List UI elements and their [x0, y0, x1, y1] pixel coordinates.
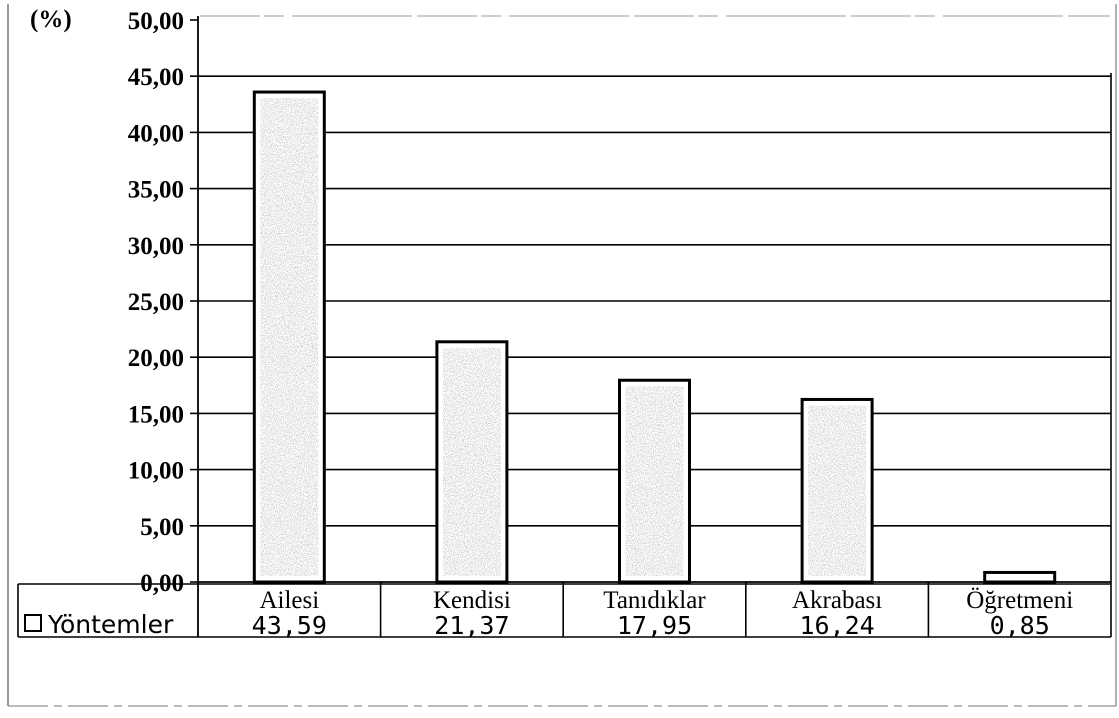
- y-tick-label: 45,00: [128, 64, 184, 91]
- category-label: Ailesi: [259, 587, 319, 614]
- unit-label: (%): [30, 6, 72, 33]
- y-tick-label: 5,00: [140, 514, 184, 541]
- bars: [252, 90, 1057, 584]
- y-tick-label: 50,00: [128, 8, 184, 35]
- y-tick-label: 10,00: [128, 458, 184, 485]
- legend-swatch: [24, 614, 42, 632]
- y-tick-label: 30,00: [128, 233, 184, 260]
- bar-texture: [442, 347, 501, 576]
- data-label: 16,24: [799, 611, 874, 640]
- y-tick-label: 25,00: [128, 289, 184, 316]
- bar-fill: [984, 572, 1055, 582]
- data-label: 17,95: [617, 611, 692, 640]
- data-label: 21,37: [434, 611, 509, 640]
- y-tick-label: 35,00: [128, 177, 184, 204]
- data-label: 43,59: [252, 611, 327, 640]
- y-tick-label: 15,00: [128, 401, 184, 428]
- category-label: Tanıdıklar: [603, 587, 706, 614]
- y-tick-label: 20,00: [128, 345, 184, 372]
- axes: 0,005,0010,0015,0020,0025,0030,0035,0040…: [128, 8, 1111, 637]
- category-label: Kendisi: [433, 587, 511, 614]
- y-tick-label: 40,00: [128, 120, 184, 147]
- bar-texture: [625, 386, 684, 576]
- bar-texture: [260, 98, 319, 576]
- data-label: 0,85: [990, 611, 1050, 640]
- category-label: Akrabası: [792, 587, 882, 614]
- category-label: Öğretmeni: [966, 587, 1073, 614]
- legend-label: Yöntemler: [47, 610, 174, 639]
- bar-texture: [808, 405, 867, 576]
- figure-frame: [7, 4, 1117, 707]
